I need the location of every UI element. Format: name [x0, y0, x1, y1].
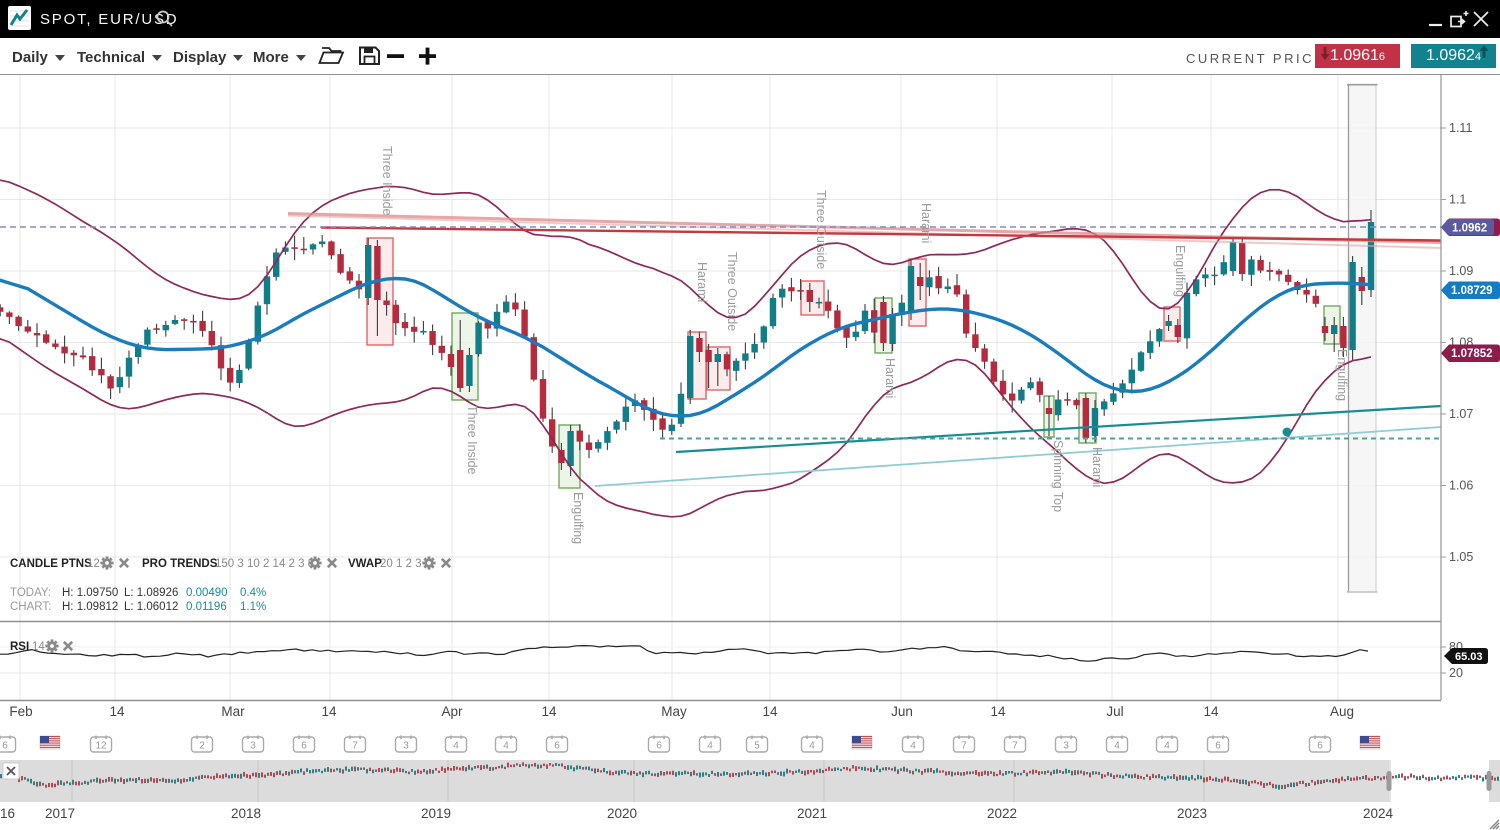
svg-text:1.05: 1.05 [1449, 550, 1473, 564]
svg-text:4: 4 [1114, 741, 1120, 752]
svg-text:1.0962: 1.0962 [1452, 222, 1487, 234]
svg-text:4: 4 [809, 741, 815, 752]
svg-text:1.06: 1.06 [1449, 479, 1473, 493]
svg-text:6: 6 [1215, 741, 1221, 752]
svg-text:14: 14 [321, 704, 337, 719]
svg-text:L: 1.06012: L: 1.06012 [124, 601, 178, 613]
svg-text:2020: 2020 [607, 806, 637, 821]
svg-text:Three Inside: Three Inside [465, 405, 479, 475]
svg-text:CANDLE PTNS: CANDLE PTNS [10, 558, 92, 570]
svg-text:L: 1.08926: L: 1.08926 [124, 587, 178, 599]
svg-text:2019: 2019 [421, 806, 451, 821]
svg-text:RSI: RSI [10, 641, 29, 653]
svg-text:0.4%: 0.4% [240, 587, 266, 599]
svg-text:4: 4 [453, 741, 459, 752]
svg-text:2022: 2022 [987, 806, 1017, 821]
svg-text:Jun: Jun [891, 704, 913, 719]
svg-text:4: 4 [503, 741, 509, 752]
svg-text:6: 6 [301, 741, 307, 752]
svg-text:2: 2 [199, 741, 205, 752]
svg-text:Engulfing: Engulfing [1173, 245, 1187, 297]
svg-text:CHART:: CHART: [10, 601, 51, 613]
svg-text:VWAP: VWAP [348, 558, 382, 570]
svg-text:12: 12 [95, 741, 107, 752]
svg-text:Spinning Top: Spinning Top [1051, 440, 1065, 512]
svg-text:H: 1.09750: H: 1.09750 [62, 587, 118, 599]
svg-text:Three Outside: Three Outside [814, 190, 828, 269]
svg-text:4: 4 [910, 741, 916, 752]
svg-text:14: 14 [1203, 704, 1219, 719]
svg-text:1.1: 1.1 [1449, 193, 1466, 207]
svg-text:6: 6 [1317, 741, 1323, 752]
svg-text:3: 3 [250, 741, 256, 752]
svg-text:2021: 2021 [797, 806, 827, 821]
svg-text:14: 14 [541, 704, 557, 719]
svg-text:Harami: Harami [883, 358, 897, 398]
svg-text:14: 14 [990, 704, 1006, 719]
svg-text:1.1%: 1.1% [240, 601, 266, 613]
svg-text:2017: 2017 [45, 806, 75, 821]
svg-text:6: 6 [656, 741, 662, 752]
svg-text:May: May [661, 704, 687, 719]
svg-text:12: 12 [87, 558, 100, 570]
svg-text:7: 7 [961, 741, 967, 752]
svg-text:Mar: Mar [221, 704, 245, 719]
svg-text:7: 7 [1012, 741, 1018, 752]
svg-text:1.08729: 1.08729 [1451, 285, 1493, 297]
svg-text:Engulfing: Engulfing [571, 492, 585, 544]
svg-text:H: 1.09812: H: 1.09812 [62, 601, 118, 613]
svg-text:6: 6 [554, 741, 560, 752]
svg-text:150 3 10 2 14 2 3 8: 150 3 10 2 14 2 3 8 [215, 558, 314, 570]
svg-text:Three Inside: Three Inside [380, 146, 394, 216]
svg-text:5: 5 [754, 741, 760, 752]
svg-text:0.01196: 0.01196 [186, 601, 227, 613]
svg-text:3: 3 [403, 741, 409, 752]
svg-text:Engulfing: Engulfing [1335, 349, 1349, 401]
svg-text:14: 14 [32, 641, 45, 653]
svg-text:1.09: 1.09 [1449, 264, 1473, 278]
svg-text:20: 20 [1449, 666, 1463, 680]
svg-text:16: 16 [0, 806, 15, 821]
svg-text:7: 7 [352, 741, 358, 752]
svg-text:6: 6 [2, 741, 8, 752]
svg-text:65.03: 65.03 [1455, 651, 1483, 663]
svg-text:Harami: Harami [1090, 447, 1104, 487]
svg-text:2023: 2023 [1177, 806, 1207, 821]
svg-text:Harami: Harami [919, 203, 933, 243]
svg-text:1.07: 1.07 [1449, 407, 1473, 421]
svg-text:0.00490: 0.00490 [186, 587, 228, 599]
svg-text:Feb: Feb [9, 704, 32, 719]
svg-text:SPOT, EUR/USD: SPOT, EUR/USD [40, 11, 178, 28]
svg-text:1.07852: 1.07852 [1451, 348, 1493, 360]
svg-text:2018: 2018 [231, 806, 261, 821]
svg-text:Jul: Jul [1106, 704, 1123, 719]
svg-text:4: 4 [1164, 741, 1170, 752]
svg-text:20 1 2 3: 20 1 2 3 [380, 558, 422, 570]
svg-text:2024: 2024 [1363, 806, 1394, 821]
svg-text:Harami: Harami [695, 262, 709, 302]
svg-text:1.11: 1.11 [1449, 121, 1472, 135]
svg-text:14: 14 [109, 704, 125, 719]
svg-text:Aug: Aug [1330, 704, 1354, 719]
svg-text:4: 4 [707, 741, 713, 752]
svg-text:14: 14 [762, 704, 778, 719]
svg-text:Three Outside: Three Outside [725, 252, 739, 331]
svg-text:3: 3 [1063, 741, 1069, 752]
svg-text:Apr: Apr [441, 704, 463, 719]
svg-text:TODAY:: TODAY: [10, 587, 51, 599]
svg-text:PRO TRENDS: PRO TRENDS [142, 558, 218, 570]
